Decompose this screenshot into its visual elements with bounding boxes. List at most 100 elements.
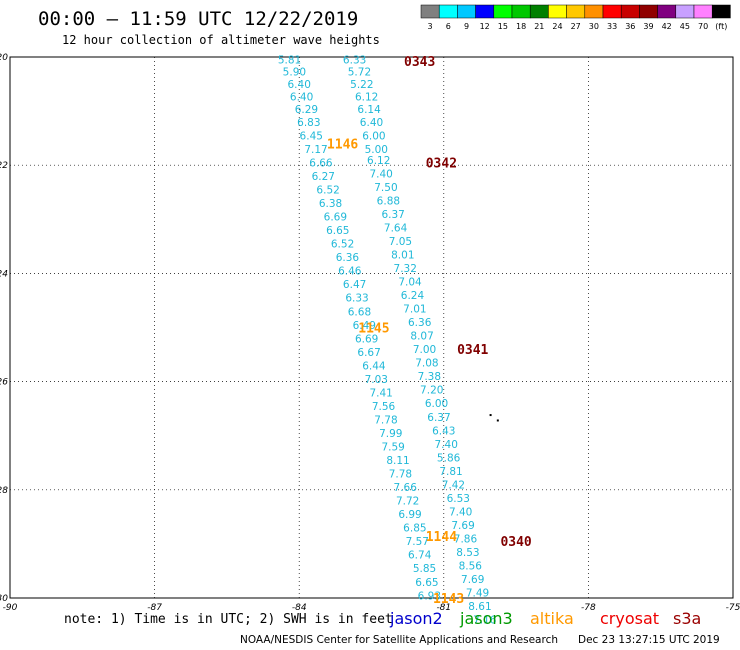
scale-swatch [457, 4, 476, 19]
scale-swatch [675, 4, 695, 19]
axis-ticks: -90 -87 -84 -81 -78 -75 -20 -22 -24 -26 -28 -30 [0, 53, 740, 613]
x-tick-label: -75 [726, 603, 740, 613]
wave-height-value: 7.78 [389, 469, 412, 481]
wave-height-value: 6.24 [401, 290, 425, 302]
wave-height-value: 7.78 [374, 414, 397, 426]
pass-time-label: 0343 [404, 55, 435, 70]
wave-height-value: 6.27 [312, 171, 335, 183]
wave-height-value: 7.56 [372, 401, 396, 413]
wave-height-value: 6.85 [403, 523, 426, 535]
wave-height-value: 7.66 [394, 482, 418, 494]
legend-jason2: jason2 [390, 609, 443, 628]
pass-time-label: 1143 [433, 592, 464, 607]
scale-swatch [529, 4, 549, 19]
x-tick-label: -90 [3, 603, 18, 613]
wave-height-value: 7.57 [406, 536, 429, 548]
wave-height-value: 6.37 [427, 412, 450, 424]
wave-height-value: 5.86 [437, 452, 461, 464]
chart-subtitle: 12 hour collection of altimeter wave hei… [62, 33, 380, 47]
wave-height-value: 6.74 [408, 550, 432, 562]
wave-height-value: 6.38 [319, 198, 342, 210]
wave-height-value: 7.86 [454, 533, 478, 545]
scale-label: 70 [698, 22, 708, 31]
wave-height-value: 6.40 [290, 91, 313, 103]
y-tick-label: -20 [0, 53, 8, 63]
wave-height-value: 7.99 [379, 428, 402, 440]
wave-height-value: 7.05 [389, 236, 412, 248]
scale-swatch [657, 4, 677, 19]
wave-height-value: 7.72 [396, 496, 419, 508]
wave-height-value: 6.36 [408, 317, 432, 329]
scale-swatch [420, 4, 440, 19]
pass-time-labels: 0343 1146 0342 1145 0341 1144 0340 1143 [327, 55, 532, 607]
wave-height-value: 7.08 [415, 358, 438, 370]
scale-label: 12 [480, 22, 490, 31]
misc-marks [489, 414, 499, 422]
legend-altika: altika [530, 609, 574, 628]
wave-height-value: 6.00 [362, 130, 385, 142]
wave-height-value: 7.40 [435, 439, 458, 451]
y-tick-label: -30 [0, 594, 8, 604]
wave-height-value: 6.99 [398, 509, 421, 521]
wave-height-value: 5.90 [283, 67, 306, 79]
legend-s3a: s3a [673, 609, 702, 628]
wave-height-value: 6.29 [295, 104, 318, 116]
wave-height-value: 6.53 [447, 493, 470, 505]
y-tick-label: -28 [0, 486, 8, 496]
wave-height-value: 6.12 [355, 91, 378, 103]
scale-label: 21 [534, 22, 544, 31]
wave-height-value: 6.44 [362, 360, 386, 372]
scale-label: 33 [607, 22, 617, 31]
wave-height-value: 6.83 [297, 117, 320, 129]
scale-swatch [693, 4, 713, 19]
scale-label: 27 [571, 22, 581, 31]
scale-label: 9 [464, 22, 469, 31]
wave-height-value: 7.20 [420, 385, 443, 397]
wave-height-value: 6.40 [360, 117, 383, 129]
wave-height-value: 6.68 [348, 306, 371, 318]
scale-label: 30 [589, 22, 599, 31]
wave-height-value: 7.40 [449, 506, 472, 518]
map-border [9, 56, 734, 599]
pass-time-label: 0342 [426, 156, 457, 171]
wave-height-value: 8.56 [459, 561, 483, 573]
wave-height-value: 6.49 [353, 320, 376, 332]
scale-label: (ft) [715, 22, 727, 31]
color-scale-legend: 3 6 9 12 15 18 21 24 27 30 33 36 39 42 45 70 (ft) [420, 4, 731, 31]
x-tick-label: -84 [292, 603, 307, 613]
wave-height-value: 6.14 [357, 104, 381, 116]
scale-label: 18 [516, 22, 526, 31]
scale-swatch [620, 4, 640, 19]
wave-height-value: 7.32 [394, 263, 417, 275]
chart-title: 00:00 – 11:59 UTC 12/22/2019 [38, 8, 359, 30]
scale-label: 15 [498, 22, 508, 31]
wave-height-value: 7.04 [398, 277, 422, 289]
wave-height-value: 6.65 [415, 577, 438, 589]
wave-height-value: 7.64 [384, 222, 408, 234]
generated-timestamp: Dec 23 13:27:15 UTC 2019 [578, 634, 720, 646]
wave-height-value: 8.11 [386, 455, 409, 467]
scale-swatch [639, 4, 658, 19]
wave-height-value: 5.72 [348, 67, 371, 79]
footnote: note: 1) Time is in UTC; 2) SWH is in fe… [64, 612, 393, 627]
wave-height-value: 6.00 [425, 398, 448, 410]
wave-height-value: 7.01 [403, 304, 426, 316]
scale-label: 6 [446, 22, 451, 31]
wave-height-value: 7.49 [466, 588, 489, 600]
wave-height-value: 7.81 [439, 466, 462, 478]
legend-cryosat: cryosat [600, 609, 660, 628]
wave-height-value: 7.00 [413, 344, 436, 356]
pass-time-label: 0341 [457, 343, 488, 358]
wave-height-value: 5.00 [365, 144, 388, 156]
wave-height-value: 6.33 [345, 293, 368, 305]
wave-height-value: 7.16 [473, 615, 497, 627]
wave-height-value: 7.17 [304, 144, 327, 156]
wave-height-value: 7.59 [381, 442, 404, 454]
wave-height-value: 8.53 [456, 547, 479, 559]
scale-label: 45 [680, 22, 690, 31]
legend-jason3: jason3 [460, 609, 513, 628]
y-tick-label: -22 [0, 161, 8, 171]
y-tick-label: -26 [0, 378, 8, 388]
scale-label: 24 [552, 22, 562, 31]
map-frame [9, 56, 734, 599]
